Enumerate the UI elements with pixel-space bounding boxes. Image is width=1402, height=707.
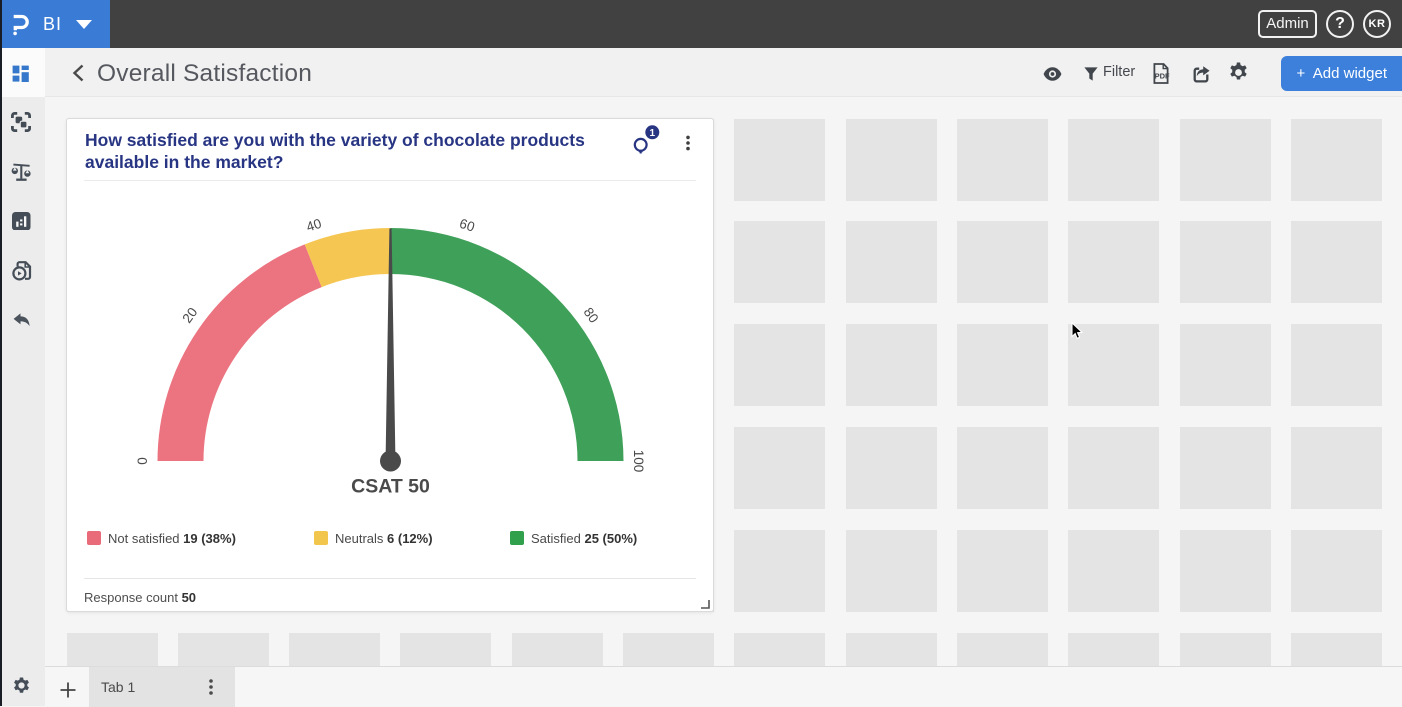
svg-text:CSAT 50: CSAT 50 (351, 476, 430, 498)
svg-text:1: 1 (650, 128, 656, 139)
svg-text:20: 20 (179, 305, 200, 326)
svg-text:60: 60 (458, 216, 477, 235)
svg-text:40: 40 (304, 216, 323, 235)
svg-text:80: 80 (581, 305, 602, 326)
svg-text:100: 100 (631, 450, 646, 473)
svg-text:0: 0 (135, 457, 150, 465)
svg-text:PDF: PDF (1155, 71, 1170, 80)
